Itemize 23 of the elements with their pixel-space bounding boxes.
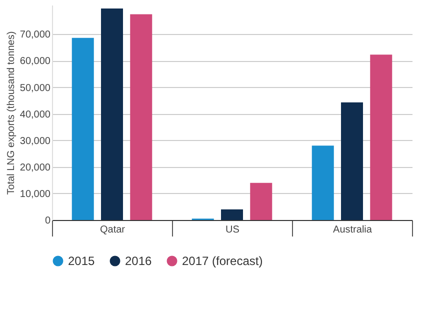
legend-label: 2016: [125, 254, 152, 268]
y-tick-label: 20,000: [20, 162, 51, 174]
x-tick-label: US: [226, 224, 240, 236]
y-axis-title: Total LNG exports (thousand tonnes): [6, 31, 17, 195]
y-tick-label: 10,000: [20, 188, 51, 200]
bar: [341, 102, 363, 220]
y-tick-label: 60,000: [20, 56, 51, 68]
bar: [221, 209, 243, 220]
y-tick-label: 40,000: [20, 109, 51, 120]
bar: [250, 182, 272, 220]
bar: [370, 54, 392, 220]
bar: [72, 38, 94, 220]
bar: [101, 8, 123, 220]
bar: [312, 146, 334, 220]
y-tick-label: 30,000: [20, 136, 51, 147]
y-tick-label: 50,000: [20, 82, 51, 94]
x-tick-label: Qatar: [100, 224, 126, 236]
y-tick-label: 70,000: [20, 30, 51, 41]
y-tick-label: 0: [44, 216, 51, 226]
legend-label: 2017 (forecast): [182, 254, 263, 268]
bar: [130, 14, 152, 220]
x-tick-label: Australia: [333, 224, 372, 236]
legend-label: 2015: [68, 254, 96, 268]
